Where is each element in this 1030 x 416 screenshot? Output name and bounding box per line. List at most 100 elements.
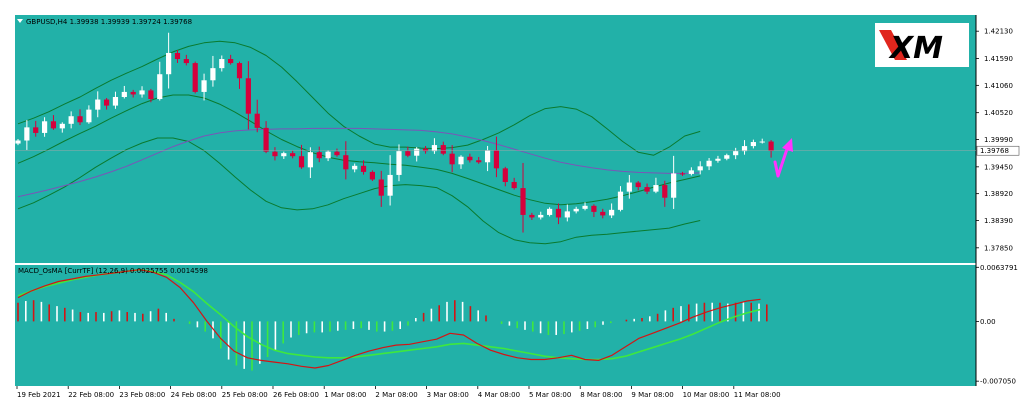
candle-bear — [635, 182, 641, 188]
candle-bull — [24, 127, 30, 141]
candle-bear — [254, 113, 260, 128]
candle-bear — [334, 151, 340, 156]
candle-bull — [582, 205, 588, 209]
candle-bull — [157, 74, 163, 100]
xm-logo: XM — [875, 23, 969, 67]
candle-bear — [369, 171, 375, 180]
candle-bear — [33, 127, 39, 133]
candle-bear — [272, 151, 278, 157]
current-price-box — [976, 145, 1020, 156]
time-tick-label: 9 Mar 08:00 — [631, 391, 673, 399]
time-tick-label: 10 Mar 08:00 — [683, 391, 730, 399]
price-tick-label: 1.38390 — [984, 217, 1013, 225]
candle-bull — [121, 91, 127, 97]
candle-bull — [41, 121, 48, 133]
forecast-arrow — [773, 144, 790, 178]
candle-bull — [564, 211, 570, 218]
candle-bull — [724, 155, 730, 159]
price-tick-label: 1.39450 — [984, 163, 1013, 171]
time-tick-label: 1 Mar 08:00 — [324, 391, 366, 399]
candle-bear — [245, 78, 251, 114]
candle-bull — [706, 160, 712, 167]
candle-bear — [476, 160, 482, 163]
candle-bull — [741, 146, 748, 152]
candle-bull — [653, 185, 659, 192]
candle-bear — [520, 188, 526, 215]
macd-main-line — [17, 269, 761, 369]
time-tick-label: 5 Mar 08:00 — [529, 391, 571, 399]
price-panel-background — [15, 15, 976, 263]
candle-bear — [529, 214, 535, 218]
price-tick-label: 1.39990 — [984, 136, 1013, 144]
time-tick-label: 4 Mar 08:00 — [478, 391, 520, 399]
candle-bull — [573, 208, 579, 212]
candle-bull — [431, 145, 438, 152]
candle-bear — [591, 205, 597, 212]
candle-bull — [387, 174, 393, 196]
macd-label: MACD_OsMA [CurrTF] (12,26,9) 0.0025755 0… — [18, 267, 208, 275]
candle-bull — [15, 140, 21, 144]
candle-bear — [104, 99, 110, 106]
candle-bull — [414, 148, 420, 156]
xm-logo-text: XM — [888, 31, 943, 66]
macd-tick-label: -0.007050 — [980, 378, 1016, 386]
candle-bull — [484, 150, 491, 163]
candle-bear — [405, 151, 411, 156]
bollinger-upper — [17, 40, 701, 156]
current-price-tag: 1.39768 — [980, 147, 1009, 155]
price-tick-label: 1.42130 — [984, 28, 1013, 36]
candle-bear — [644, 187, 650, 192]
time-tick-label: 24 Feb 08:00 — [171, 391, 217, 399]
candle-bull — [307, 152, 313, 168]
candle-bear — [77, 116, 83, 123]
candle-bear — [316, 152, 322, 159]
candle-bull — [759, 141, 765, 143]
candle-bear — [343, 155, 349, 170]
time-tick-label: 3 Mar 08:00 — [427, 391, 469, 399]
chevron-down-icon[interactable] — [17, 19, 23, 23]
candle-bull — [396, 151, 402, 175]
candle-bull — [86, 109, 92, 123]
time-tick-label: 8 Mar 08:00 — [580, 391, 622, 399]
candles — [15, 32, 774, 233]
candle-bear — [440, 145, 446, 154]
time-tick-label: 19 Feb 2021 — [17, 391, 61, 399]
candle-bull — [166, 52, 172, 75]
candle-bear — [467, 156, 473, 161]
candle-bear — [263, 127, 269, 152]
price-tick-label: 1.41590 — [984, 55, 1013, 63]
time-tick-label: 23 Feb 08:00 — [119, 391, 165, 399]
candle-bear — [502, 168, 508, 183]
moving-average — [17, 127, 701, 198]
forecast-arrow-head — [782, 138, 793, 152]
candle-bear — [449, 153, 455, 165]
candle-bear — [768, 141, 774, 151]
candle-bear — [378, 179, 384, 196]
candle-bull — [750, 142, 756, 147]
candle-bear — [174, 52, 181, 60]
bollinger-bands — [17, 40, 701, 245]
candle-bull — [139, 90, 145, 95]
price-tick-label: 1.40520 — [984, 109, 1013, 117]
candle-bear — [236, 63, 243, 79]
macd-histogram — [17, 300, 768, 371]
candle-bear — [662, 185, 668, 198]
candle-bear — [148, 90, 154, 100]
candle-bull — [219, 59, 225, 69]
time-axis-ticks: 19 Feb 2021 22 Feb 08:00 23 Feb 08:00 24 Fe… — [16, 386, 781, 399]
price-axis-ticks: 1.42130 1.41590 1.41060 1.40520 1.39990 1.394… — [976, 28, 1013, 252]
candle-bear — [511, 182, 517, 189]
moving-average-line — [17, 127, 701, 198]
price-tick-label: 1.41060 — [984, 82, 1013, 90]
candle-bull — [59, 123, 65, 129]
candle-bull — [95, 99, 101, 110]
current-price-marker: 1.39768 — [15, 145, 1020, 156]
candle-bull — [201, 80, 207, 92]
candle-bear — [360, 165, 367, 172]
price-tick-label: 1.38920 — [984, 190, 1013, 198]
candle-bull — [281, 153, 287, 157]
time-tick-label: 22 Feb 08:00 — [68, 391, 114, 399]
time-tick-label: 25 Feb 08:00 — [222, 391, 268, 399]
candle-bear — [290, 153, 296, 157]
